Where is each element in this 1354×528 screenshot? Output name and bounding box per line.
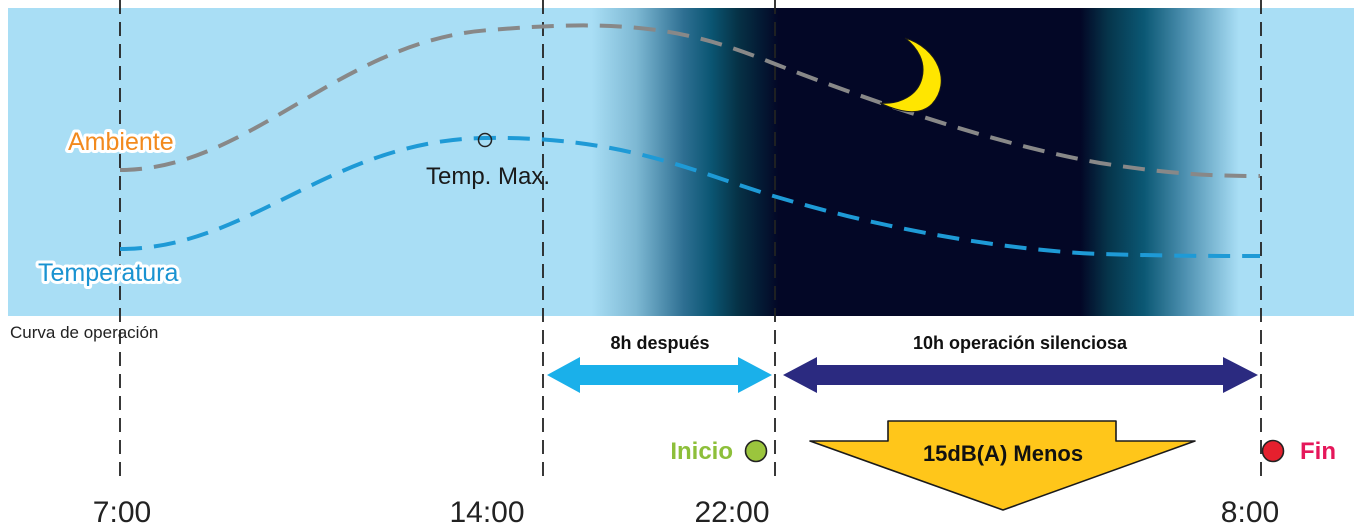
ambient-label: Ambiente [68,128,174,156]
time-guides [119,0,1262,480]
ambient-curve [119,23,1261,178]
noise-reduction-label: 15dB(A) Menos [923,441,1083,466]
time-label-7: 7:00 [93,496,151,528]
noise-reduction-arrow [809,420,1196,511]
temp-max-label: Temp. Max. [426,163,550,190]
crescent-moon-icon [879,37,942,113]
night-band [8,8,1354,316]
end-label: Fin [1300,438,1336,465]
silent-10h-label: 10h operación silenciosa [913,333,1128,353]
after-8h-label: 8h después [610,333,709,353]
green-dot-icon [744,439,768,463]
time-label-14: 14:00 [449,496,524,528]
time-label-22: 22:00 [694,496,769,528]
silent-10h-arrow [783,357,1258,393]
after-8h-arrow [547,357,772,393]
temp-max-marker [477,132,493,148]
red-dot-icon [1261,439,1285,463]
time-label-8: 8:00 [1221,496,1279,528]
temperature-label: Temperatura [38,259,178,287]
start-label: Inicio [670,438,733,465]
operation-curve-caption: Curva de operación [10,323,158,342]
temperature-curve [119,135,1261,258]
